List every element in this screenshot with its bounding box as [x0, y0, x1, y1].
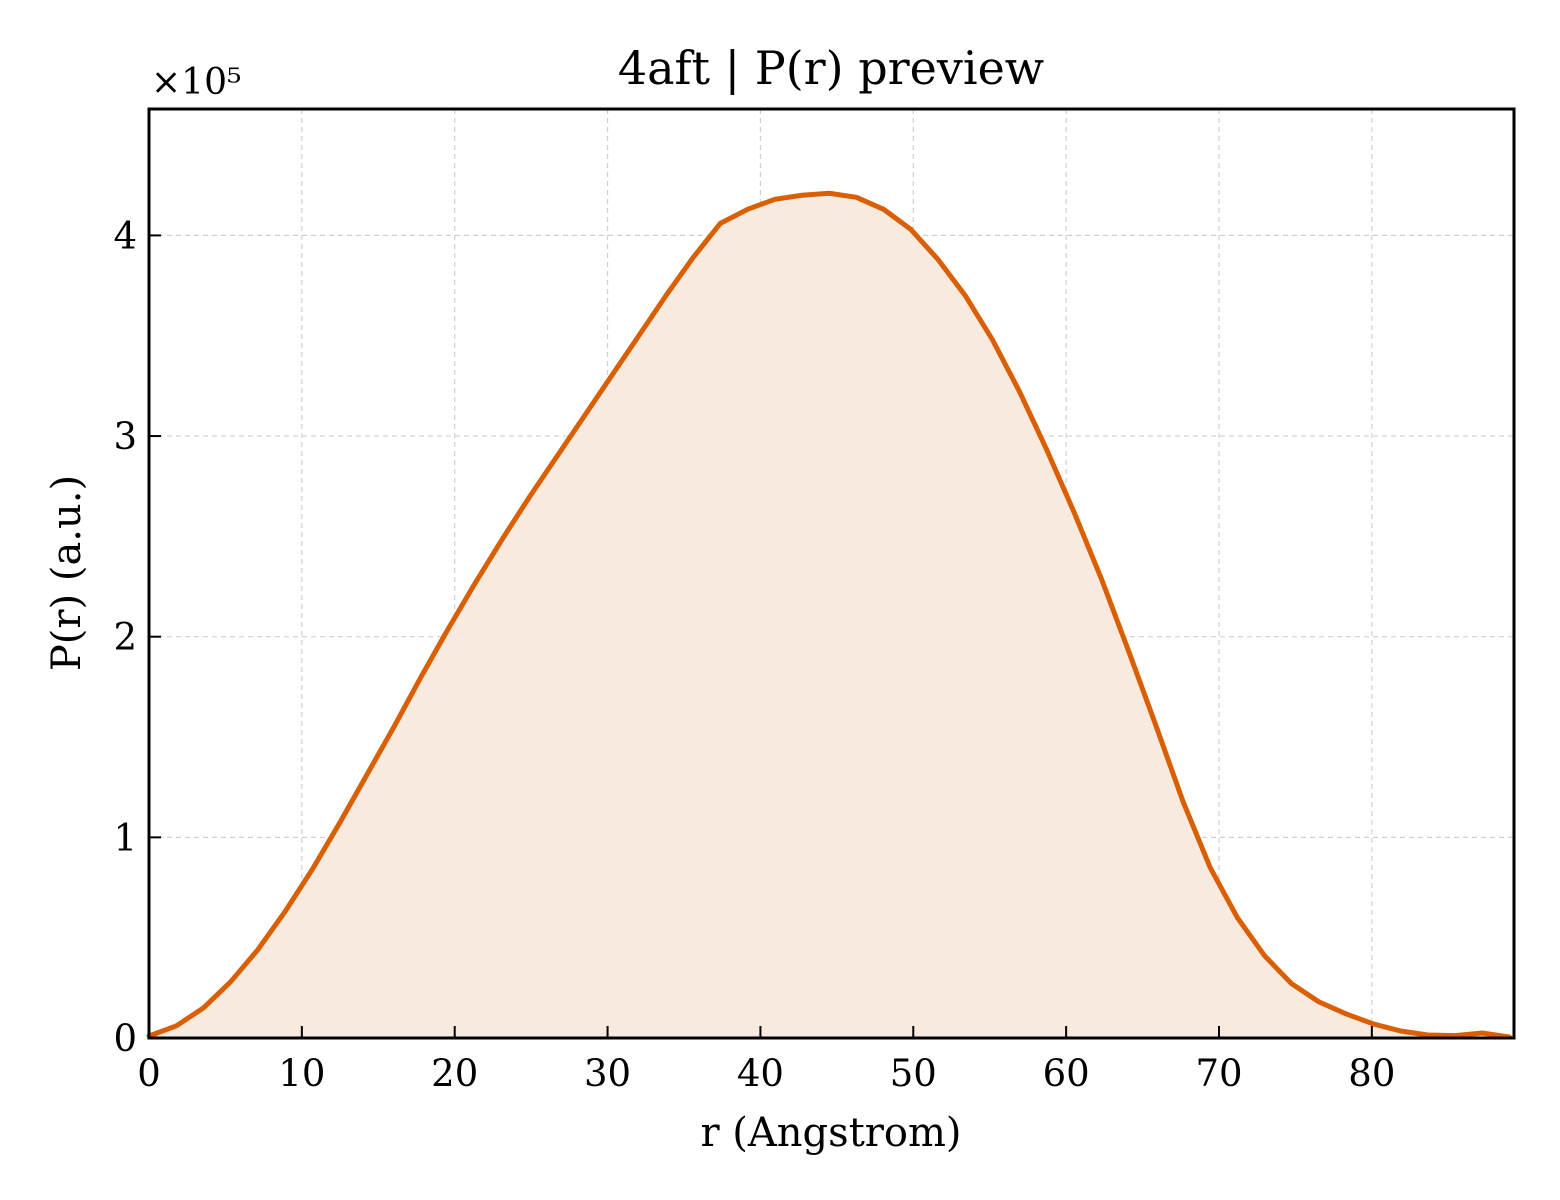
x-axis-title: r (Angstrom)	[700, 1110, 961, 1156]
y-tick-label: 2	[113, 616, 137, 659]
pr-series-line	[146, 190, 1512, 1040]
y-tick-label: 1	[113, 816, 137, 859]
x-tick-label: 60	[1043, 1052, 1090, 1095]
plot-frame	[147, 107, 1516, 1040]
pr-area-fill	[149, 193, 1510, 1038]
axis-ticks: 0 10 20 30 40 50 60 70 80 0 1 2 3 4	[113, 214, 1395, 1095]
chart-title: 4aft | P(r) preview	[618, 41, 1044, 95]
y-tick-label: 0	[113, 1017, 137, 1060]
x-tick-label: 50	[890, 1052, 937, 1095]
y-axis-title: P(r) (a.u.)	[44, 475, 90, 671]
y-tick-label: 3	[113, 415, 137, 458]
x-tick-label: 80	[1348, 1052, 1395, 1095]
x-tick-label: 40	[737, 1052, 784, 1095]
x-tick-label: 0	[137, 1052, 161, 1095]
y-tick-label: 4	[113, 214, 137, 257]
x-tick-label: 10	[278, 1052, 325, 1095]
x-tick-label: 70	[1195, 1052, 1242, 1095]
y-offset-label: ×10⁵	[151, 62, 241, 103]
x-tick-label: 20	[431, 1052, 478, 1095]
x-tick-label: 30	[584, 1052, 631, 1095]
